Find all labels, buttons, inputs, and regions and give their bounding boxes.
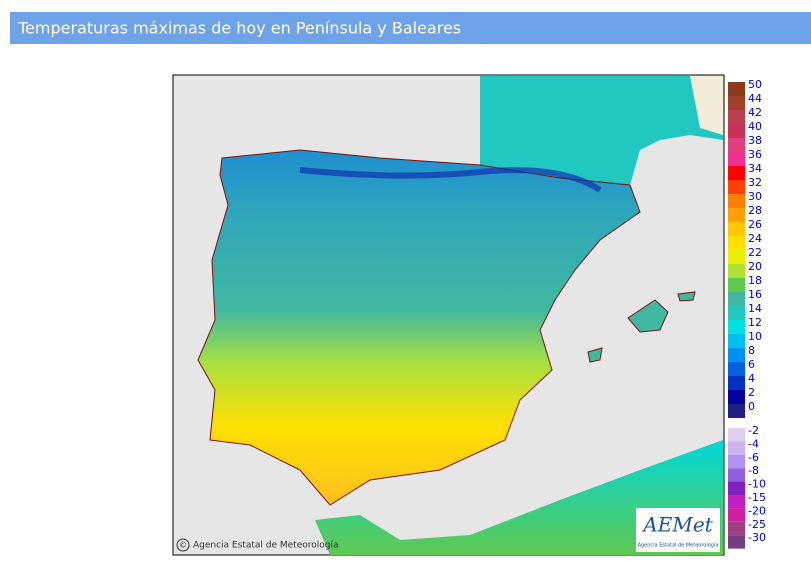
legend-label: -4 — [748, 437, 759, 450]
legend-label: 2 — [748, 386, 755, 399]
legend-swatch — [728, 292, 745, 306]
legend-label: -8 — [748, 464, 759, 477]
legend-label: -20 — [748, 504, 766, 517]
legend-swatch — [728, 468, 745, 482]
legend-label: -30 — [748, 531, 766, 544]
map: © Agencia Estatal de Meteorología AEMet … — [172, 74, 725, 556]
legend-label: 24 — [748, 232, 762, 245]
legend-swatch — [728, 208, 745, 222]
legend-swatch — [728, 82, 745, 96]
legend-label: 8 — [748, 344, 755, 357]
legend-label: 14 — [748, 302, 762, 315]
legend-label: 26 — [748, 218, 762, 231]
legend-label: 20 — [748, 260, 762, 273]
title-bar — [10, 12, 811, 44]
menorca — [677, 291, 696, 302]
legend-label: 40 — [748, 120, 762, 133]
legend-swatch — [728, 278, 745, 292]
logo: AEMet — [641, 513, 713, 537]
legend-swatch — [728, 320, 745, 334]
legend-label: 34 — [748, 162, 762, 175]
legend-swatch — [728, 441, 745, 455]
legend-swatch — [728, 110, 745, 124]
legend: 5044424038363432302826242220181614121086… — [728, 78, 766, 549]
legend-label: 44 — [748, 92, 762, 105]
legend-swatch — [728, 428, 745, 442]
legend-swatch — [728, 404, 745, 418]
legend-swatch — [728, 334, 745, 348]
legend-label: 28 — [748, 204, 762, 217]
legend-swatch — [728, 362, 745, 376]
legend-swatch — [728, 535, 745, 549]
legend-label: 32 — [748, 176, 762, 189]
legend-label: -15 — [748, 491, 766, 504]
legend-label: 6 — [748, 358, 755, 371]
legend-swatch — [728, 454, 745, 469]
legend-swatch — [728, 180, 745, 194]
legend-label: -25 — [748, 518, 766, 531]
legend-swatch — [728, 376, 745, 390]
legend-label: 18 — [748, 274, 762, 287]
credit: Agencia Estatal de Meteorología — [193, 541, 339, 551]
legend-label: 42 — [748, 106, 762, 119]
france — [480, 76, 723, 185]
legend-swatch — [728, 495, 745, 509]
legend-label: 50 — [748, 78, 762, 91]
legend-swatch — [728, 306, 745, 320]
legend-label: 0 — [748, 400, 755, 413]
ibiza — [587, 347, 603, 363]
legend-label: 12 — [748, 316, 762, 329]
page-title: Temperaturas máximas de hoy en Península… — [17, 19, 461, 38]
france-east — [690, 76, 723, 135]
legend-swatch — [728, 124, 745, 138]
legend-swatch — [728, 138, 745, 152]
legend-label: 10 — [748, 330, 762, 343]
logo-subtitle: Agencia Estatal de Meteorología — [638, 542, 719, 549]
legend-swatch — [728, 152, 745, 166]
legend-label: 36 — [748, 148, 762, 161]
legend-swatch — [728, 222, 745, 236]
legend-swatch — [728, 166, 745, 180]
legend-label: 4 — [748, 372, 755, 385]
mallorca — [627, 299, 669, 333]
legend-swatch — [728, 250, 745, 264]
legend-label: 16 — [748, 288, 762, 301]
legend-swatch — [728, 521, 745, 536]
legend-label: -10 — [748, 478, 766, 491]
legend-swatch — [728, 194, 745, 208]
legend-label: -6 — [748, 451, 759, 464]
legend-label: -2 — [748, 424, 759, 437]
legend-swatch — [728, 236, 745, 250]
legend-swatch — [728, 508, 745, 522]
legend-swatch — [728, 390, 745, 404]
logo-box — [636, 508, 720, 552]
legend-swatch — [728, 264, 745, 278]
africa — [315, 440, 723, 555]
credit-circle — [176, 538, 190, 552]
cold-mountains — [299, 167, 602, 193]
legend-label: 30 — [748, 190, 762, 203]
legend-swatch — [728, 348, 745, 362]
legend-label: 22 — [748, 246, 762, 259]
legend-swatch — [728, 96, 745, 110]
credit-symbol: © — [179, 541, 187, 550]
legend-label: 38 — [748, 134, 762, 147]
legend-swatch — [728, 481, 745, 495]
